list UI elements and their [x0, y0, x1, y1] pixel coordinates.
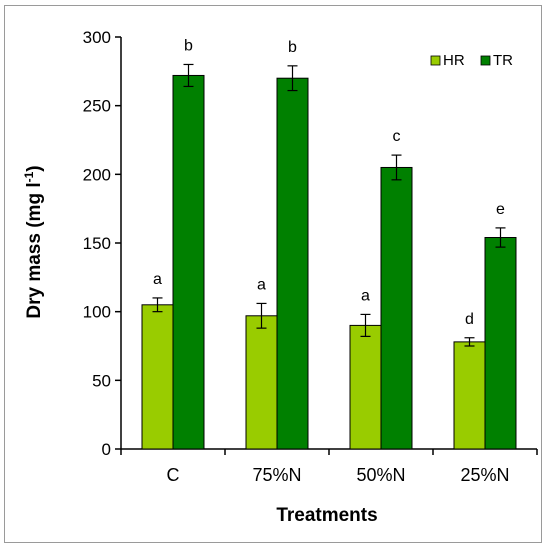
bar	[141, 304, 174, 450]
x-tick-label: 75%N	[252, 465, 301, 485]
significance-label: a	[361, 287, 370, 304]
bars	[141, 63, 517, 450]
x-tick-label: C	[167, 465, 180, 485]
y-tick-label: 250	[83, 97, 111, 116]
legend-label: HR	[443, 52, 465, 69]
bar	[484, 237, 517, 450]
y-tick-label: 0	[102, 440, 111, 459]
significance-label: b	[184, 37, 193, 54]
y-axis-title: Dry mass (mg l-1)	[22, 165, 45, 318]
chart-frame	[4, 5, 542, 543]
y-tick-label: 150	[83, 234, 111, 253]
y-axis-title-close: )	[24, 165, 45, 171]
y-axis-title-text: Dry mass (mg l	[24, 182, 45, 318]
significance-label: c	[393, 128, 401, 145]
significance-label: a	[257, 276, 266, 293]
y-tick-label: 50	[92, 371, 111, 390]
bar	[276, 77, 309, 450]
y-tick-label: 300	[83, 28, 111, 47]
bar	[453, 341, 486, 450]
significance-label: b	[288, 39, 297, 56]
x-tick-label: 25%N	[460, 465, 509, 485]
bar	[172, 74, 205, 450]
significance-label: e	[496, 201, 505, 218]
significance-label: d	[465, 311, 474, 328]
legend-label: TR	[493, 52, 513, 69]
x-axis-title: Treatments	[276, 505, 377, 526]
significance-label: a	[153, 271, 162, 288]
bar	[349, 324, 382, 450]
legend: HR TR	[430, 52, 513, 69]
legend-swatch	[430, 55, 441, 66]
bar	[245, 315, 278, 450]
labels: a a a d b b c e	[153, 37, 505, 327]
y-tick-label: 200	[83, 165, 111, 184]
legend-swatch	[480, 55, 491, 66]
y-tick-label: 100	[83, 303, 111, 322]
y-axis-title-superscript: -1	[22, 171, 36, 182]
bar	[380, 166, 413, 450]
x-tick-label: 50%N	[356, 465, 405, 485]
